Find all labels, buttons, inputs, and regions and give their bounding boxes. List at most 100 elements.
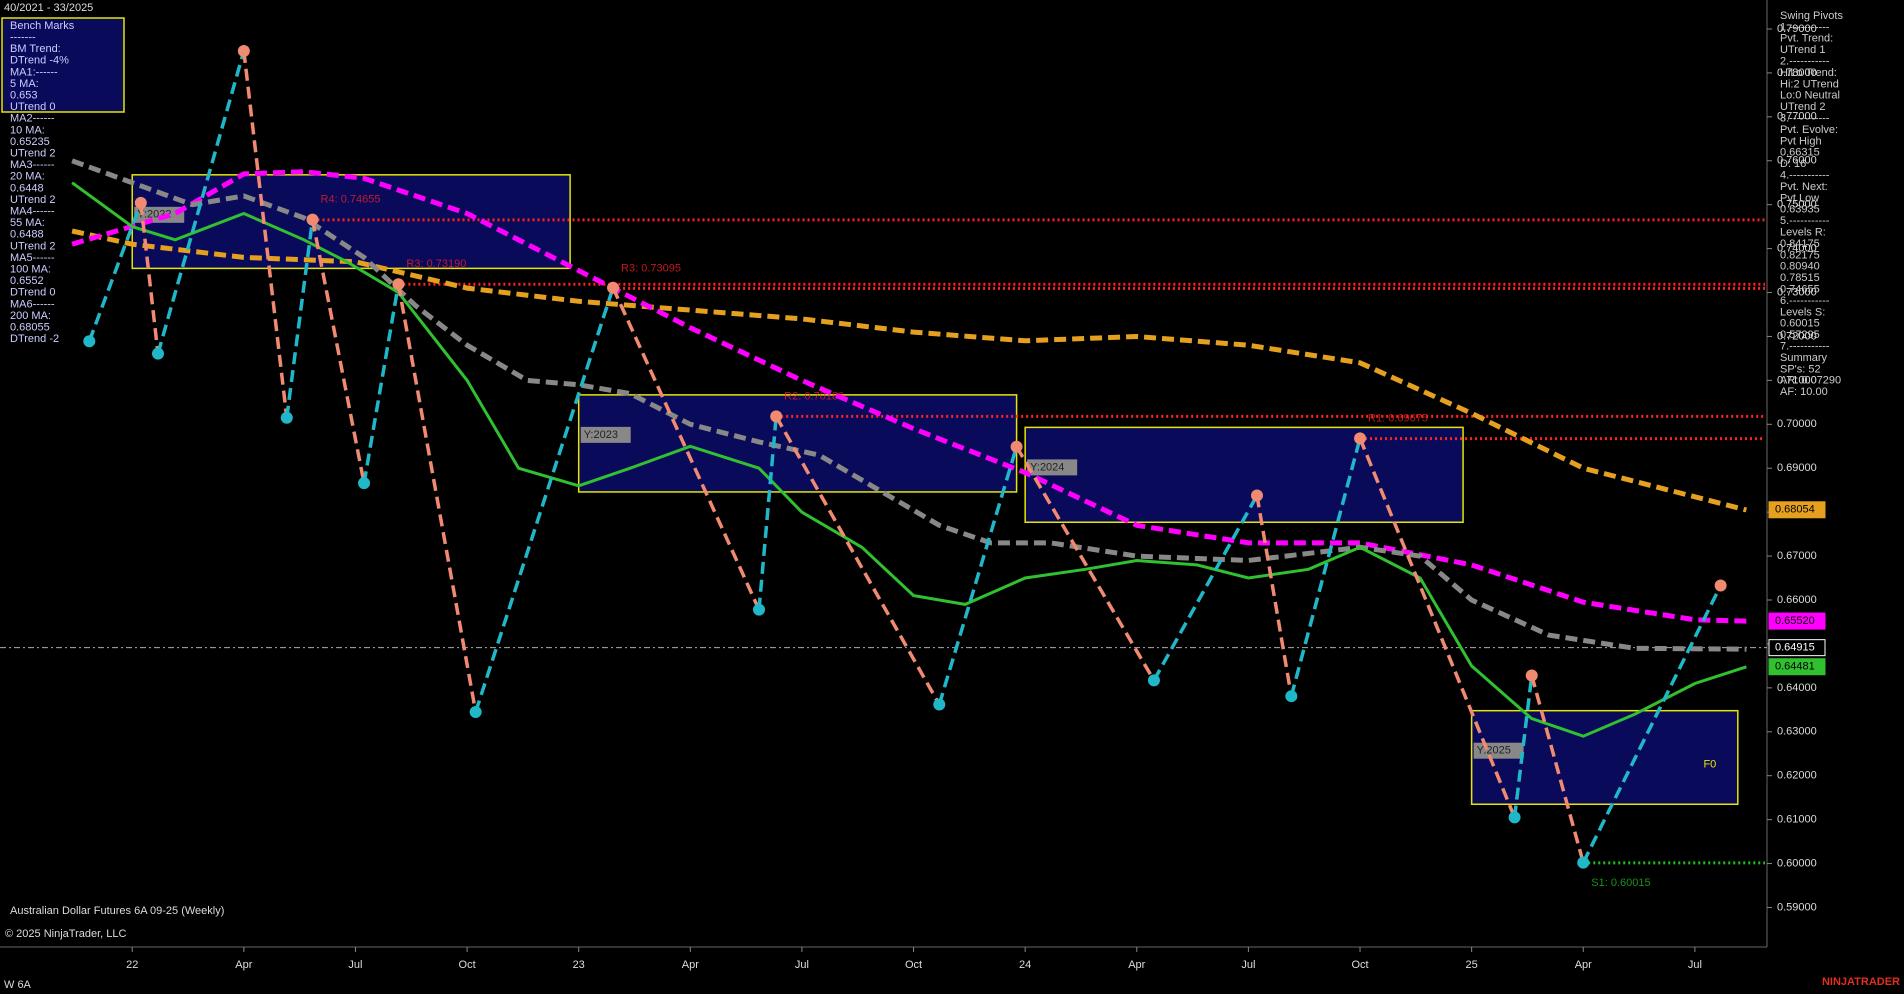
bench-mark-line: 20 MA: bbox=[10, 171, 45, 183]
pivot-leg bbox=[396, 283, 478, 713]
swing-pivot-line: Pvt Low bbox=[1780, 192, 1819, 204]
bench-mark-line: DTrend -2 bbox=[10, 333, 59, 345]
price-marker-label: 0.64915 bbox=[1775, 642, 1815, 654]
pivot-leg bbox=[774, 415, 941, 706]
x-tick-label: 24 bbox=[1019, 959, 1031, 971]
y-tick-label: 0.78000 bbox=[1777, 67, 1817, 79]
bench-mark-line: MA1:------ bbox=[10, 66, 58, 78]
pivot-point bbox=[1508, 811, 1521, 824]
x-tick-label: Jul bbox=[1688, 959, 1702, 971]
pivot-point bbox=[607, 281, 620, 294]
pivot-leg bbox=[1581, 584, 1723, 864]
year-box bbox=[1024, 426, 1464, 524]
y-tick-label: 0.67000 bbox=[1777, 550, 1817, 562]
pivot-point bbox=[1010, 440, 1023, 453]
bench-mark-line: 10 MA: bbox=[10, 124, 45, 136]
pivot-leg bbox=[1015, 445, 1156, 682]
brand: NINJATRADER bbox=[1822, 976, 1900, 988]
bench-mark-line: 0.6488 bbox=[10, 229, 44, 241]
instrument-tag: W 6A bbox=[4, 979, 32, 991]
y-tick-label: 0.69000 bbox=[1777, 462, 1817, 474]
x-tick-label: Apr bbox=[1128, 959, 1145, 971]
pivot-point bbox=[469, 706, 482, 719]
swing-pivot-line: 0.80940 bbox=[1780, 261, 1820, 273]
pivot-point bbox=[1147, 674, 1160, 687]
level-label: R3: 0.73095 bbox=[621, 262, 681, 274]
x-tick-label: Jul bbox=[348, 959, 362, 971]
bench-mark-line: UTrend 2 bbox=[10, 148, 55, 160]
bench-mark-line: DTrend 0 bbox=[10, 287, 55, 299]
swing-pivot-line: 0.78515 bbox=[1780, 272, 1820, 284]
bench-mark-line: MA2------ bbox=[10, 113, 55, 125]
x-tick-label: Apr bbox=[1575, 959, 1592, 971]
pivot-leg bbox=[139, 202, 160, 354]
year-label-bg bbox=[1027, 459, 1078, 476]
y-tick-label: 0.79000 bbox=[1777, 23, 1817, 35]
pivot-leg bbox=[156, 50, 246, 355]
ma-line bbox=[71, 169, 1747, 624]
pivot-leg bbox=[474, 287, 615, 713]
pivot-point bbox=[1354, 432, 1367, 445]
bench-mark-line: UTrend 2 bbox=[10, 194, 55, 206]
year-label: Y:2024 bbox=[1030, 461, 1064, 473]
swing-pivot-line: 2.----------- bbox=[1780, 56, 1830, 68]
price-marker bbox=[1768, 612, 1826, 630]
x-tick-label: Apr bbox=[235, 959, 252, 971]
pivot-point bbox=[280, 411, 293, 424]
y-tick-label: 0.64000 bbox=[1777, 682, 1817, 694]
bench-mark-line: ------- bbox=[10, 32, 36, 44]
swing-pivot-line: D: 16 bbox=[1780, 158, 1806, 170]
pivot-point bbox=[933, 698, 946, 711]
y-tick-label: 0.63000 bbox=[1777, 726, 1817, 738]
y-tick-label: 0.66000 bbox=[1777, 594, 1817, 606]
y-tick-label: 0.61000 bbox=[1777, 814, 1817, 826]
pivot-point bbox=[1577, 856, 1590, 869]
year-label-bg bbox=[134, 206, 185, 223]
pivot-leg bbox=[1255, 495, 1294, 697]
pivot-point bbox=[1714, 579, 1727, 592]
level-label: R1: 0.69675 bbox=[1368, 412, 1428, 424]
bench-mark-line: UTrend 2 bbox=[10, 240, 55, 252]
price-marker bbox=[1768, 658, 1826, 676]
pivot-point bbox=[1285, 690, 1298, 703]
swing-pivot-line: HiLo Trend: bbox=[1780, 67, 1837, 79]
pivot-point bbox=[83, 335, 96, 348]
price-marker-label: 0.68054 bbox=[1775, 504, 1815, 516]
swing-pivot-line: 0.66315 bbox=[1780, 147, 1820, 159]
y-tick-label: 0.75000 bbox=[1777, 199, 1817, 211]
x-tick-label: 25 bbox=[1466, 959, 1478, 971]
year-label: Y:2025 bbox=[1477, 745, 1511, 757]
bench-mark-line: 0.65235 bbox=[10, 136, 50, 148]
pivot-point bbox=[151, 347, 164, 360]
pivot-leg bbox=[611, 286, 761, 611]
copyright: © 2025 NinjaTrader, LLC bbox=[5, 928, 126, 940]
y-tick-label: 0.77000 bbox=[1777, 111, 1817, 123]
pivot-leg bbox=[1289, 437, 1362, 697]
bench-mark-line: 55 MA: bbox=[10, 217, 45, 229]
x-tick-label: Oct bbox=[1351, 959, 1368, 971]
price-marker bbox=[1768, 639, 1826, 657]
pivot-leg bbox=[285, 219, 315, 418]
ma-line bbox=[71, 228, 1748, 513]
swing-pivot-line: UTrend 1 bbox=[1780, 44, 1825, 56]
bench-mark-line: 0.6448 bbox=[10, 182, 44, 194]
pivot-point bbox=[392, 278, 405, 291]
bench-mark-line: MA6------ bbox=[10, 298, 55, 310]
x-tick-label: Oct bbox=[905, 959, 922, 971]
price-marker-label: 0.65520 bbox=[1775, 615, 1815, 627]
x-tick-label: 23 bbox=[573, 959, 585, 971]
pivot-leg bbox=[310, 219, 366, 484]
y-tick-label: 0.70000 bbox=[1777, 418, 1817, 430]
ma-line bbox=[71, 181, 1747, 738]
level-label: R4: 0.74655 bbox=[321, 194, 381, 206]
y-tick-label: 0.73000 bbox=[1777, 286, 1817, 298]
x-tick-label: Apr bbox=[682, 959, 699, 971]
pivot-point bbox=[134, 196, 147, 209]
swing-pivot-line: 0.60015 bbox=[1780, 318, 1820, 330]
price-marker-label: 0.64481 bbox=[1775, 661, 1815, 673]
swing-pivot-line: 0.57295 bbox=[1780, 329, 1820, 341]
bench-mark-line: BM Trend: bbox=[10, 43, 61, 55]
year-label-bg bbox=[580, 426, 631, 443]
bench-mark-line: MA5------ bbox=[10, 252, 55, 264]
